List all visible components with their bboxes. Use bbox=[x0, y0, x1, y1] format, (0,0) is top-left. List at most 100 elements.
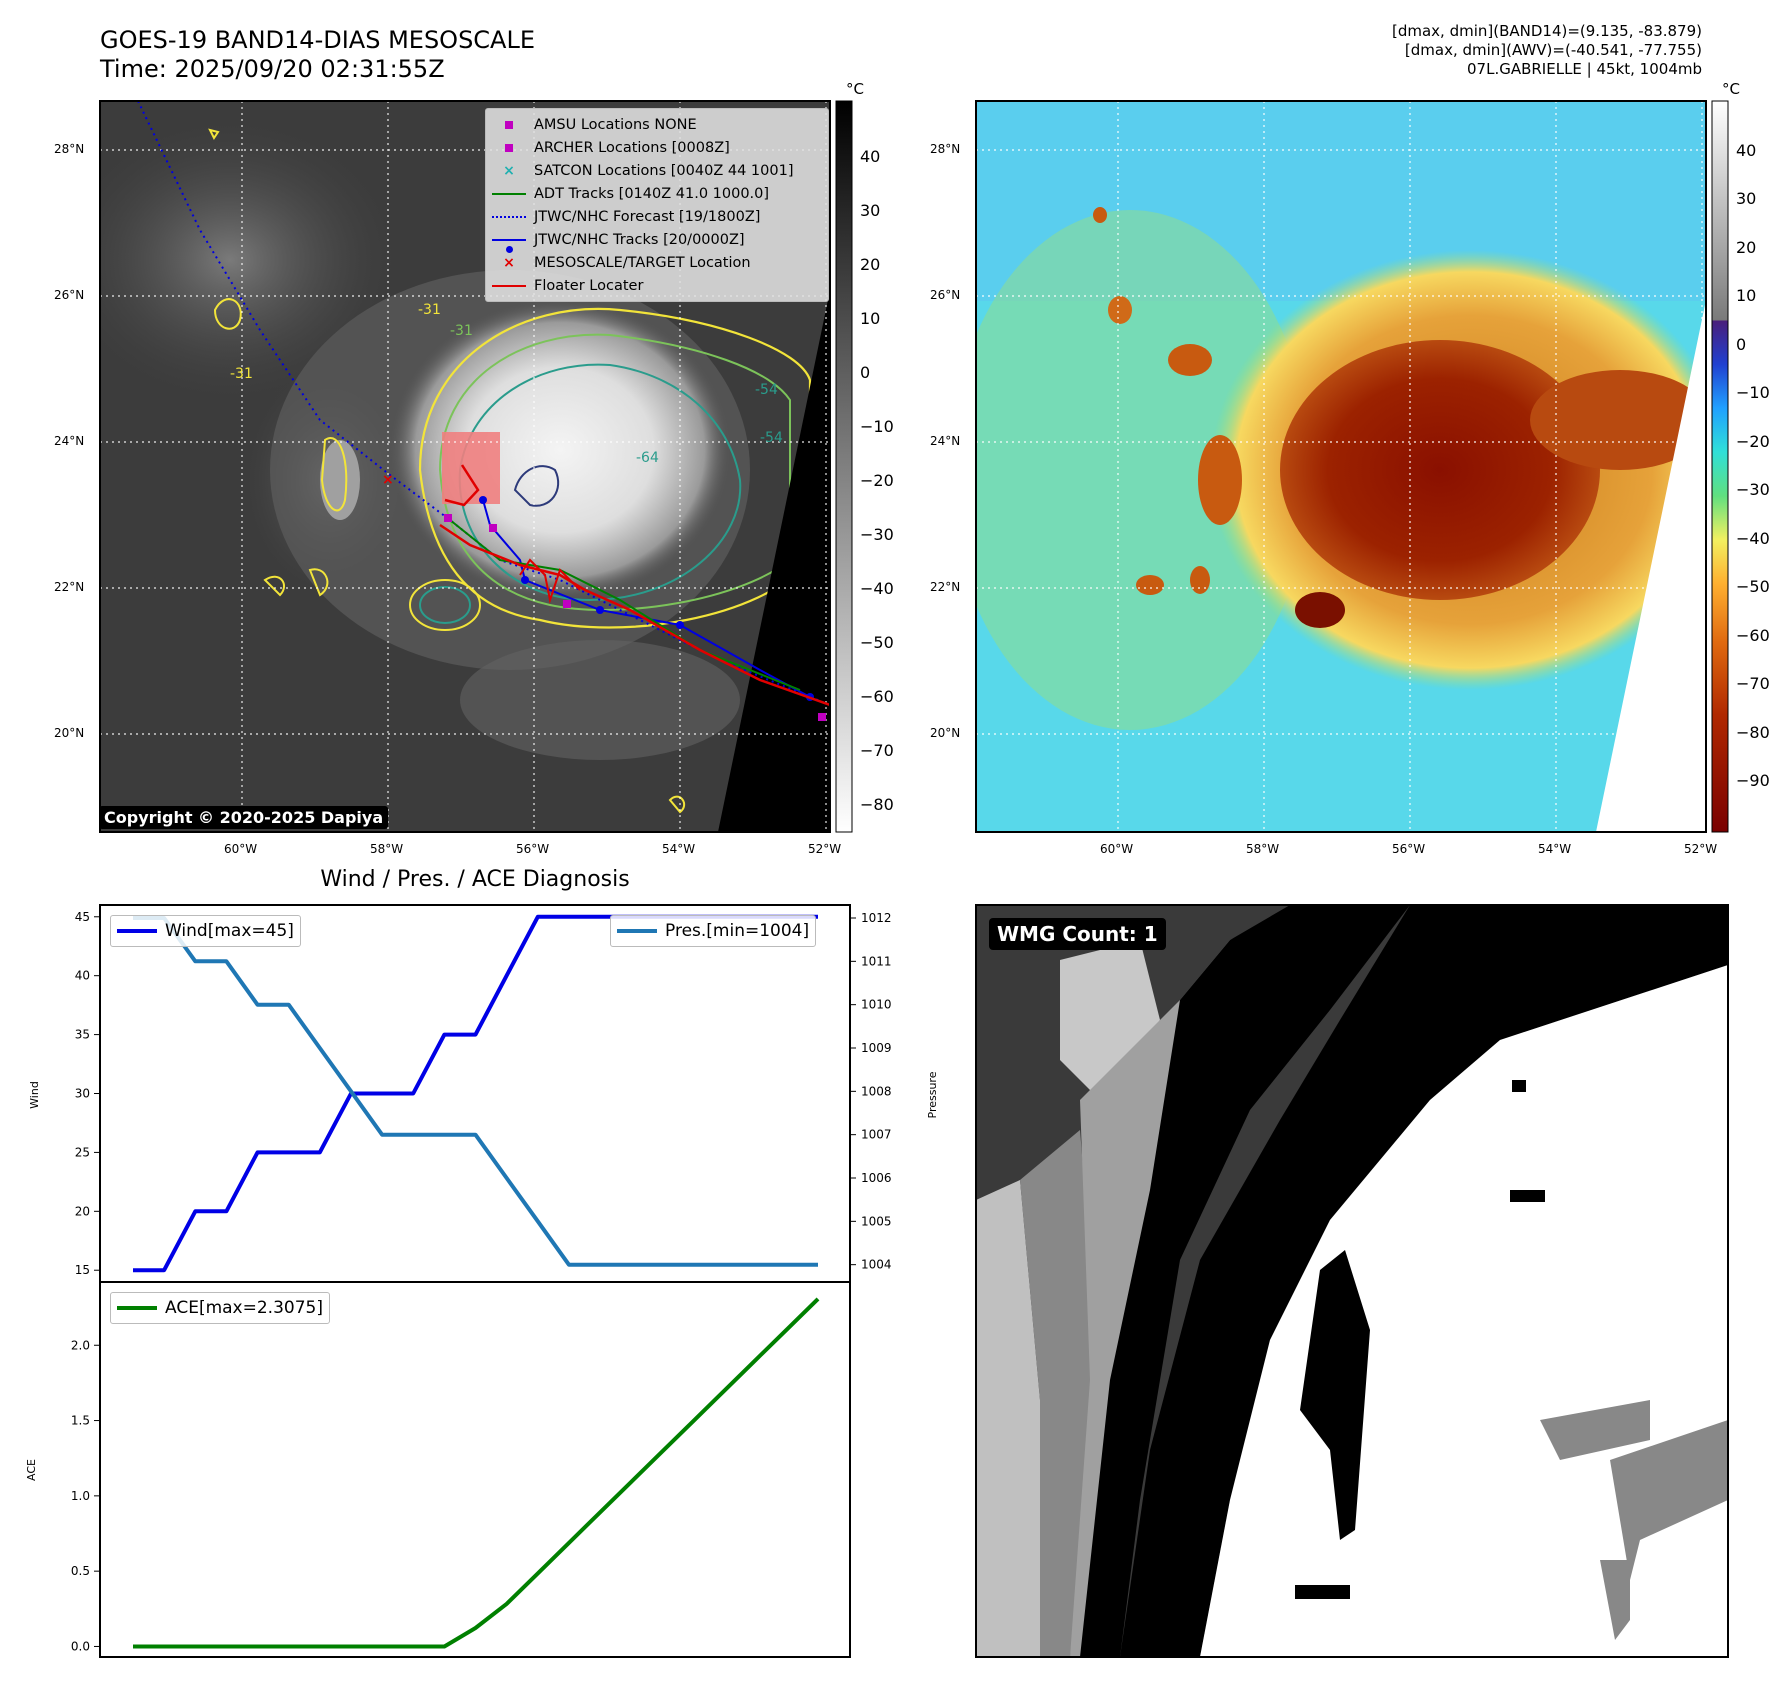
pressure-tick-label: 1005 bbox=[861, 1214, 892, 1228]
awv-map-panel bbox=[976, 101, 1706, 832]
contour-label: -54 bbox=[760, 430, 783, 446]
contour-label: -31 bbox=[450, 323, 473, 339]
ir-colorbar-unit: °C bbox=[846, 80, 864, 98]
pressure-tick-label: 1010 bbox=[861, 998, 892, 1012]
colorbar-tick: −30 bbox=[860, 525, 894, 544]
colorbar-tick: −60 bbox=[860, 687, 894, 706]
diagnosis-title: Wind / Pres. / ACE Diagnosis bbox=[320, 867, 629, 892]
wind-tick-label: 45 bbox=[75, 910, 90, 924]
colorbar-tick: −30 bbox=[1736, 480, 1770, 499]
colorbar-tick: 20 bbox=[1736, 238, 1757, 257]
pressure-tick-label: 1004 bbox=[861, 1258, 892, 1272]
green-line-icon bbox=[492, 192, 526, 195]
wind-axis-label: Wind bbox=[28, 1081, 41, 1109]
legend-item-floater: Floater Locater bbox=[492, 274, 822, 297]
pressure-tick-label: 1006 bbox=[861, 1171, 892, 1185]
colorbar-tick: 40 bbox=[1736, 141, 1757, 160]
ace-axis-label: ACE bbox=[25, 1459, 38, 1481]
legend-item-archer: ARCHER Locations [0008Z] bbox=[492, 136, 822, 159]
wind-tick-label: 40 bbox=[75, 969, 90, 983]
ace-tick-label: 1.5 bbox=[71, 1414, 90, 1428]
contour-label: -31 bbox=[418, 302, 441, 318]
colorbar-tick: −10 bbox=[1736, 383, 1770, 402]
colorbar-tick: −20 bbox=[860, 471, 894, 490]
legend-label: JTWC/NHC Tracks [20/0000Z] bbox=[534, 231, 745, 248]
ace-legend: ACE[max=2.3075] bbox=[110, 1292, 330, 1324]
wind-tick-label: 25 bbox=[75, 1145, 90, 1159]
pressure-tick-label: 1008 bbox=[861, 1084, 892, 1098]
lon-label: 56°W bbox=[1392, 842, 1426, 856]
colorbar-tick: −50 bbox=[1736, 577, 1770, 596]
ir-map-frame bbox=[99, 100, 831, 833]
awv-lon-labels: 60°W 58°W 56°W 54°W 52°W bbox=[876, 842, 1776, 858]
map-legend: AMSU Locations NONE ARCHER Locations [00… bbox=[485, 108, 829, 302]
svg-text:×: × bbox=[382, 472, 394, 488]
ir-colorbar bbox=[835, 100, 853, 833]
ir-map-panel: × -31 -31 -54 -54 -64 -31 bbox=[100, 101, 830, 832]
awv-colorbar bbox=[1711, 100, 1729, 833]
legend-label: AMSU Locations NONE bbox=[534, 116, 697, 133]
legend-item-forecast: JTWC/NHC Forecast [19/1800Z] bbox=[492, 205, 822, 228]
awv-map-frame bbox=[975, 100, 1707, 833]
ir-lon-labels: 60°W 58°W 56°W 54°W 52°W bbox=[0, 842, 900, 858]
lon-label: 54°W bbox=[662, 842, 696, 856]
legend-item-tracks: JTWC/NHC Tracks [20/0000Z] bbox=[492, 228, 822, 253]
ace-frame bbox=[99, 1281, 851, 1658]
red-x-icon: × bbox=[503, 254, 515, 271]
lat-label: 20°N bbox=[54, 726, 85, 740]
wind-legend: Wind[max=45] bbox=[110, 915, 301, 947]
legend-label: ACE[max=2.3075] bbox=[165, 1298, 323, 1318]
pressure-tick-label: 1009 bbox=[861, 1041, 892, 1055]
wind-line bbox=[133, 914, 818, 1273]
wmg-frame bbox=[975, 904, 1729, 1658]
legend-label: Wind[max=45] bbox=[165, 921, 294, 941]
pressure-legend: Pres.[min=1004] bbox=[610, 915, 817, 947]
magenta-square-icon bbox=[492, 120, 526, 129]
lat-label: 28°N bbox=[930, 142, 961, 156]
lat-label: 24°N bbox=[930, 434, 961, 448]
awv-colorbar-unit: °C bbox=[1722, 80, 1740, 98]
blue-line-dot-icon bbox=[492, 238, 526, 253]
lon-label: 52°W bbox=[808, 842, 842, 856]
pressure-line-icon bbox=[617, 929, 657, 933]
colorbar-tick: 40 bbox=[860, 147, 881, 166]
colorbar-tick: −50 bbox=[860, 633, 894, 652]
legend-label: Pres.[min=1004] bbox=[665, 921, 810, 941]
lon-label: 60°W bbox=[1100, 842, 1134, 856]
wind-tick-label: 35 bbox=[75, 1028, 90, 1042]
colorbar-tick: −70 bbox=[860, 741, 894, 760]
lat-label: 28°N bbox=[54, 142, 85, 156]
copyright-badge: Copyright © 2020-2025 Dapiya bbox=[99, 806, 389, 829]
wind-tick-label: 20 bbox=[75, 1204, 90, 1218]
legend-item-amsu: AMSU Locations NONE bbox=[492, 113, 822, 136]
red-line-icon bbox=[492, 284, 526, 287]
lon-label: 54°W bbox=[1538, 842, 1572, 856]
lat-label: 22°N bbox=[930, 580, 961, 594]
ace-tick-label: 0.5 bbox=[71, 1564, 90, 1578]
legend-label: MESOSCALE/TARGET Location bbox=[534, 254, 751, 271]
colorbar-tick: −20 bbox=[1736, 432, 1770, 451]
lat-label: 24°N bbox=[54, 434, 85, 448]
lon-label: 60°W bbox=[224, 842, 258, 856]
legend-item-adt: ADT Tracks [0140Z 41.0 1000.0] bbox=[492, 182, 822, 205]
colorbar-tick: 0 bbox=[860, 363, 871, 382]
ace-line bbox=[133, 1297, 820, 1649]
blue-dotted-line-icon bbox=[492, 215, 526, 218]
wind-tick-label: 15 bbox=[75, 1263, 90, 1277]
colorbar-tick: −10 bbox=[860, 417, 894, 436]
lat-label: 20°N bbox=[930, 726, 961, 740]
wmg-count-badge: WMG Count: 1 bbox=[989, 918, 1166, 950]
main-title: GOES-19 BAND14-DIAS MESOSCALE Time: 2025… bbox=[100, 26, 535, 84]
legend-label: Floater Locater bbox=[534, 277, 644, 294]
colorbar-tick: −40 bbox=[860, 579, 894, 598]
colorbar-tick: −80 bbox=[860, 795, 894, 814]
contour-label: -31 bbox=[230, 366, 253, 382]
stats-line-3: 07L.GABRIELLE | 45kt, 1004mb bbox=[1467, 60, 1702, 78]
legend-label: JTWC/NHC Forecast [19/1800Z] bbox=[534, 208, 761, 225]
colorbar-tick: 10 bbox=[1736, 286, 1757, 305]
magenta-square-icon bbox=[492, 143, 526, 152]
stats-line-1: [dmax, dmin](BAND14)=(9.135, -83.879) bbox=[1391, 22, 1702, 40]
lon-label: 58°W bbox=[370, 842, 404, 856]
lat-label: 26°N bbox=[930, 288, 961, 302]
